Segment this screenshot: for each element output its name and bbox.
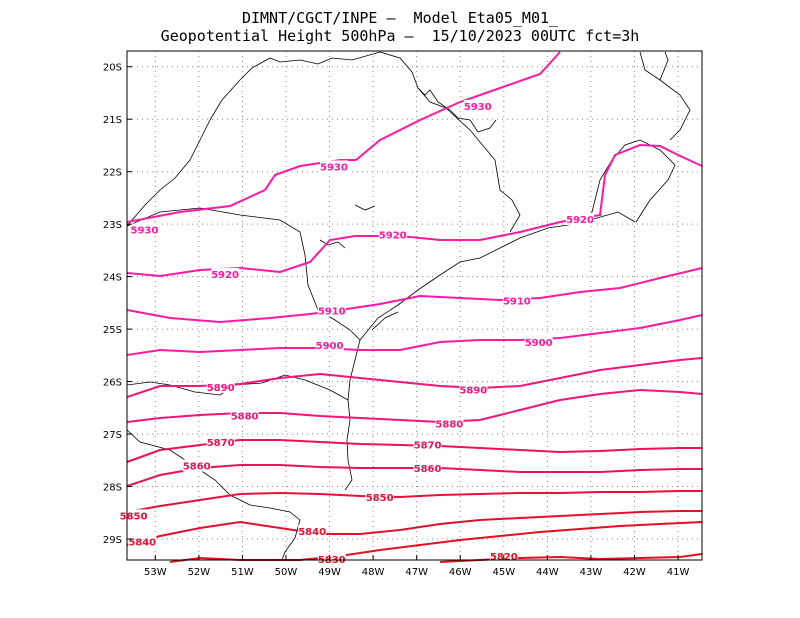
- reservoir-outline-3: [319, 239, 346, 249]
- contour-label-background: [206, 435, 235, 448]
- lat-tick-label: 25S: [103, 325, 122, 336]
- contour-label: 5920: [566, 215, 594, 226]
- contour-label-background: [319, 160, 348, 173]
- contour-label: 5880: [231, 412, 259, 423]
- contour-label: 5910: [318, 307, 346, 318]
- state-border-mg-sp: [445, 107, 521, 233]
- state-border-north: [126, 51, 447, 227]
- reservoir-outline: [417, 87, 497, 133]
- lat-tick-label: 27S: [103, 430, 122, 441]
- lon-tick-label: 52W: [188, 567, 211, 578]
- contour-label: 5920: [379, 231, 407, 242]
- lat-tick-label: 20S: [103, 63, 122, 74]
- lat-tick-label: 22S: [103, 168, 122, 179]
- map-title-line1: DIMNT/CGCT/INPE – Model Eta05_M01_: [241, 9, 559, 27]
- lon-tick-label: 53W: [144, 567, 167, 578]
- lon-tick-label: 46W: [449, 567, 472, 578]
- contour-label: 5840: [298, 527, 326, 538]
- contour-label-background: [413, 462, 442, 475]
- axis-tick-labels: 53W 52W 51W 50W 49W 48W 47W 46W 45W 44W 43W 42W 41W 2…: [103, 63, 690, 578]
- state-border-ne: [639, 51, 691, 141]
- contour-label: 5850: [366, 493, 394, 504]
- contour-label: 5840: [128, 538, 156, 549]
- plot-frame: [126, 50, 703, 561]
- state-border-sc: [126, 374, 349, 401]
- contour-label-background: [566, 212, 595, 225]
- contour-5820: [439, 553, 703, 563]
- contour-label-background: [230, 409, 259, 422]
- lon-tick-label: 45W: [492, 567, 515, 578]
- contour-5900: [126, 314, 703, 356]
- contour-label: 5930: [464, 102, 492, 113]
- lat-tick-label: 28S: [103, 483, 122, 494]
- contour-label: 5890: [207, 383, 235, 394]
- lon-tick-label: 47W: [405, 567, 428, 578]
- contour-label-background: [524, 336, 553, 349]
- lon-tick-label: 51W: [231, 567, 254, 578]
- lat-tick-label: 29S: [103, 535, 122, 546]
- contour-label-background: [298, 525, 327, 538]
- bay-outline: [371, 311, 399, 331]
- contour-label-background: [315, 338, 344, 351]
- lon-tick-label: 42W: [623, 567, 646, 578]
- contour-label-background: [211, 268, 240, 281]
- lon-tick-label: 43W: [580, 567, 603, 578]
- state-border-es: [589, 139, 676, 223]
- contour-5930-north: [355, 51, 561, 161]
- lon-tick-label: 49W: [318, 567, 341, 578]
- lat-tick-label: 21S: [103, 115, 122, 126]
- contour-label: 5920: [211, 270, 239, 281]
- contour-label: 5910: [503, 296, 531, 307]
- contour-label: 5880: [435, 420, 463, 431]
- lat-tick-label: 23S: [103, 220, 122, 231]
- contour-label: 5870: [414, 441, 442, 452]
- contour-5830: [169, 521, 703, 563]
- contour-label-background: [502, 294, 531, 307]
- lon-tick-label: 48W: [362, 567, 385, 578]
- lon-tick-label: 41W: [667, 567, 690, 578]
- contour-label-background: [463, 100, 492, 113]
- lat-tick-label: 24S: [103, 273, 122, 284]
- contour-label: 5860: [414, 464, 442, 475]
- contour-label-background: [317, 304, 346, 317]
- contour-5840: [126, 510, 702, 546]
- contour-label: 5890: [459, 385, 487, 396]
- state-border-parana: [126, 207, 319, 311]
- contour-label-background: [182, 459, 211, 472]
- contour-label-background: [128, 535, 157, 548]
- contour-label-background: [317, 552, 346, 565]
- lon-tick-label: 50W: [275, 567, 298, 578]
- contour-label: 5900: [316, 341, 344, 352]
- reservoir-outline-2: [354, 204, 376, 211]
- contour-label-background: [413, 438, 442, 451]
- contour-5910: [126, 267, 703, 324]
- map-title-line2: Geopotential Height 500hPa – 15/10/2023 …: [160, 27, 640, 45]
- lat-tick-label: 26S: [103, 378, 122, 389]
- contour-label-background: [435, 417, 464, 430]
- contour-label: 5870: [207, 438, 235, 449]
- lat-lon-grid: [127, 51, 702, 560]
- coastline-and-borders: [126, 51, 691, 561]
- contour-label-background: [365, 491, 394, 504]
- contour-5850: [126, 490, 702, 513]
- contour-label: 5900: [525, 338, 553, 349]
- contour-label-background: [378, 228, 407, 241]
- contour-label: 5930: [320, 162, 348, 173]
- contour-label: 5850: [120, 511, 148, 522]
- contour-5920: [126, 143, 703, 278]
- lon-tick-label: 44W: [536, 567, 559, 578]
- contour-label: 5930: [131, 225, 159, 236]
- geopotential-contours: [126, 51, 703, 563]
- contour-label: 5860: [183, 462, 211, 473]
- coastline-south: [317, 309, 361, 491]
- contour-5880: [126, 388, 703, 424]
- contour-label-background: [206, 380, 235, 393]
- contour-label-background: [130, 223, 159, 236]
- contour-label-background: [459, 383, 488, 396]
